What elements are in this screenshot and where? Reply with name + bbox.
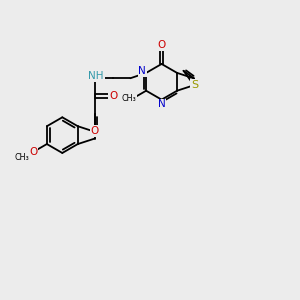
- Text: N: N: [158, 99, 166, 110]
- Text: O: O: [158, 40, 166, 50]
- Text: O: O: [109, 91, 118, 101]
- Text: NH: NH: [88, 71, 104, 81]
- Text: S: S: [191, 80, 199, 90]
- Text: N: N: [138, 66, 146, 76]
- Text: O: O: [29, 147, 38, 157]
- Text: CH₃: CH₃: [121, 94, 136, 103]
- Text: O: O: [91, 126, 99, 136]
- Text: CH₃: CH₃: [14, 153, 29, 162]
